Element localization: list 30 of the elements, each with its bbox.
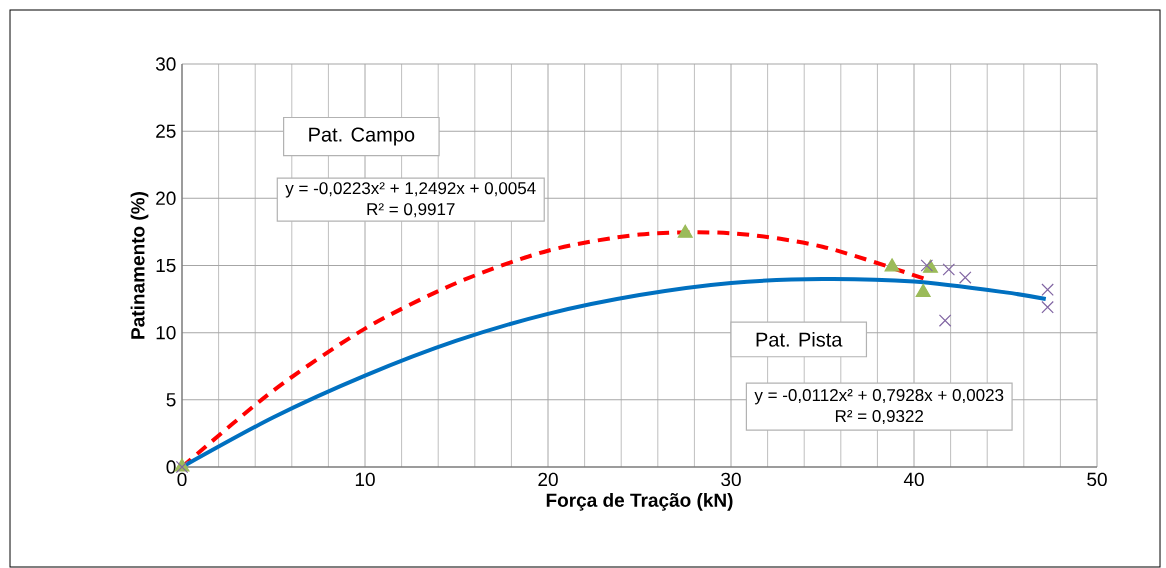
point [1041, 283, 1054, 296]
x-tick-label: 0 [177, 472, 187, 487]
x-axis-title: Força de Tração (kN) [546, 492, 733, 511]
y-tick-label: 20 [156, 191, 176, 206]
annotation: Pat. Pista [756, 332, 843, 347]
y-tick-label: 5 [166, 393, 176, 407]
y-tick-label: 25 [156, 124, 176, 138]
annotation: Pat. Campo [309, 127, 415, 146]
y-tick-label: 30 [155, 57, 176, 71]
x-tick-label: 40 [903, 472, 924, 487]
annotation: R² = 0,9917 [367, 203, 455, 218]
point [884, 258, 900, 272]
annotation: R² = 0,9322 [835, 410, 924, 425]
y-axis-title: Patinamento (%) [130, 192, 149, 339]
x-tick-label: 50 [1087, 472, 1107, 487]
y-tick-label: 10 [156, 325, 176, 340]
annotation: y = -0,0223x² + 1,2492x + 0,0054 [285, 182, 536, 198]
point [677, 224, 693, 238]
x-tick-label: 10 [355, 472, 375, 487]
x-tick-label: 30 [721, 472, 741, 487]
point [915, 283, 931, 297]
point [942, 263, 956, 276]
point [938, 314, 952, 327]
x-tick-label: 20 [538, 472, 558, 487]
y-tick-label: 15 [156, 258, 176, 273]
point [958, 271, 972, 284]
point [920, 259, 934, 272]
point [1041, 300, 1054, 314]
y-tick-label: 0 [166, 460, 176, 474]
annotation: y = -0,0112x² + 0,7928x + 0,0023 [754, 389, 1004, 405]
